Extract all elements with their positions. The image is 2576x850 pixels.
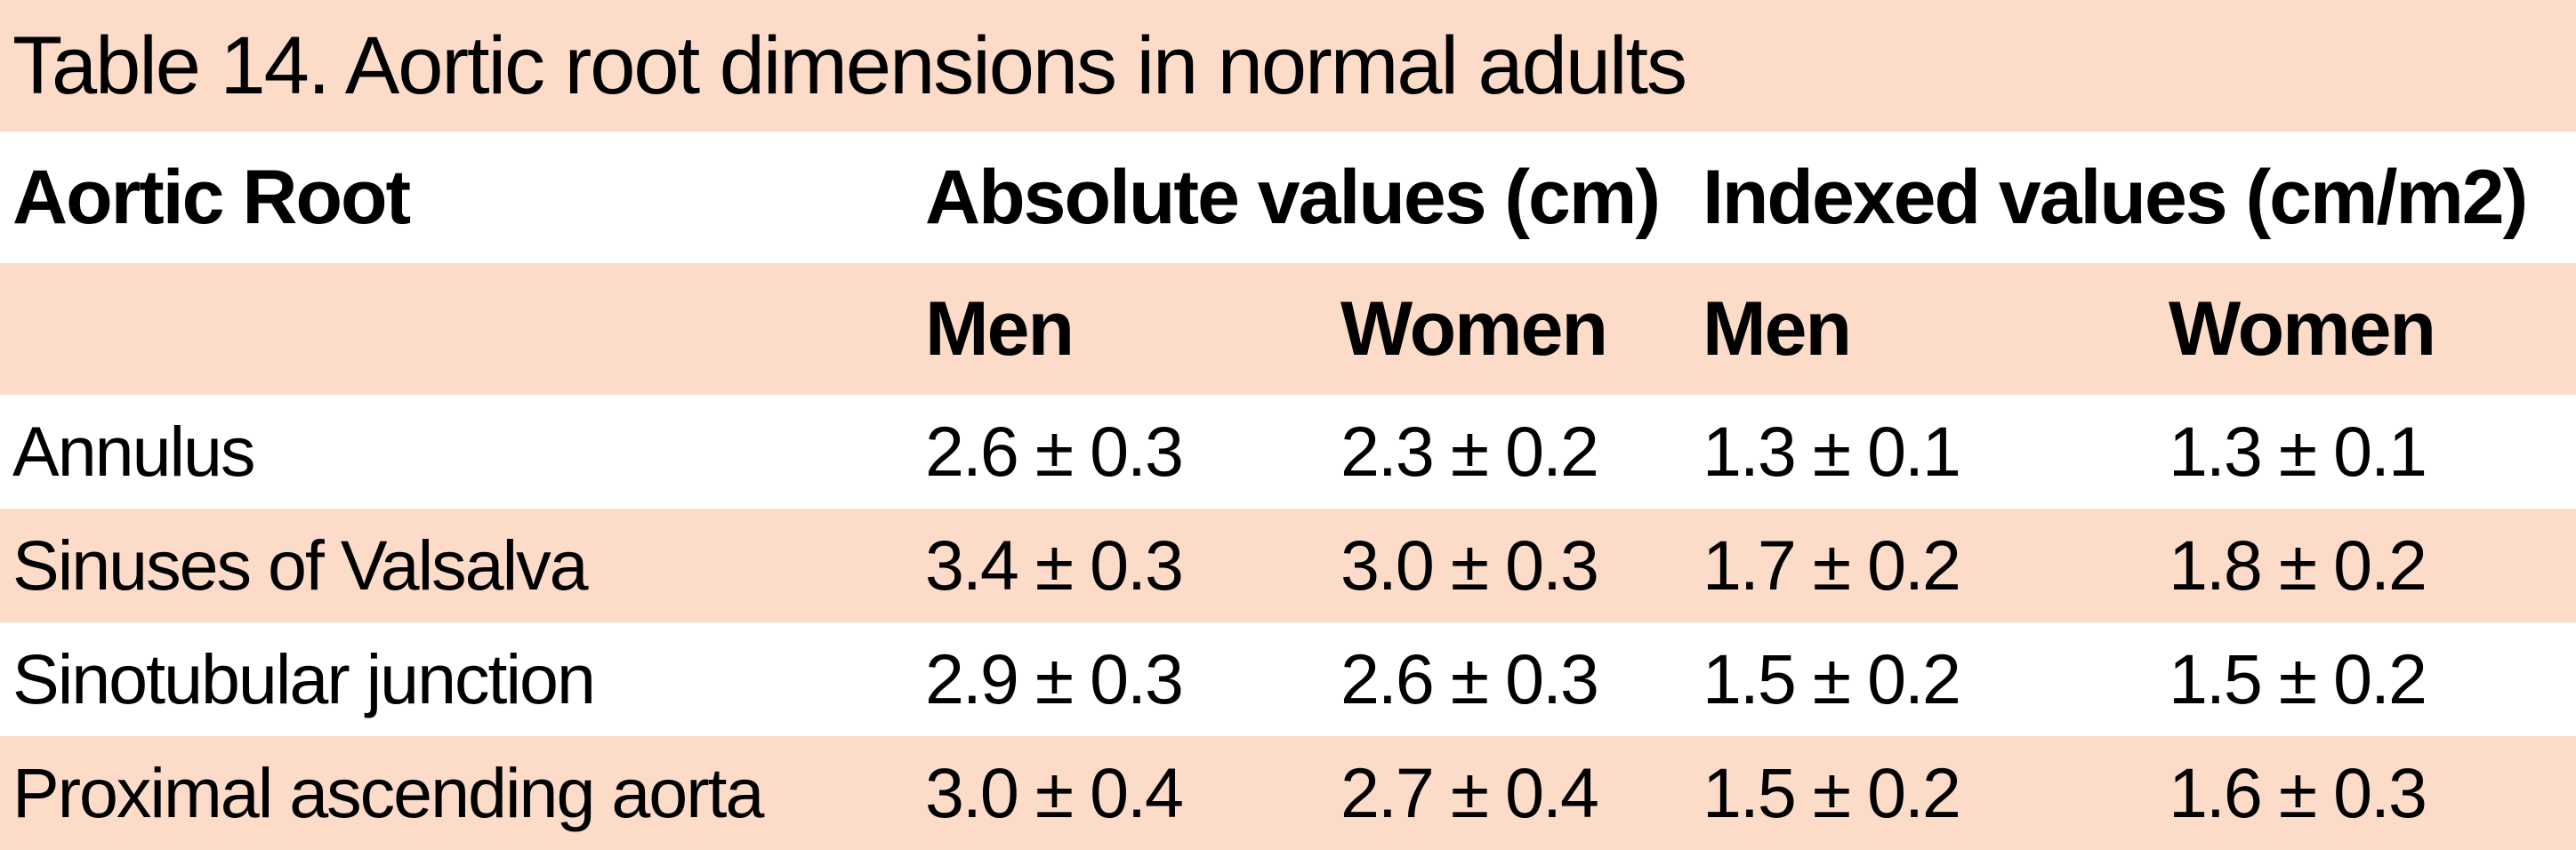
sub-header-spacer	[0, 263, 925, 395]
sub-header-indexed-men: Men	[1703, 285, 1852, 372]
value-cell-absolute-men: 3.0 ± 0.4	[925, 753, 1184, 832]
sub-header-absolute-women: Women	[1340, 285, 1608, 372]
value-cell-absolute-women: 2.7 ± 0.4	[1340, 753, 1599, 832]
value-cell-indexed-men: 1.7 ± 0.2	[1703, 525, 1961, 605]
sub-header-absolute-men: Men	[925, 285, 1075, 372]
column-group-header-row: Aortic Root Absolute values (cm) Indexed…	[0, 132, 2576, 263]
table-title-row: Table 14. Aortic root dimensions in norm…	[0, 0, 2576, 132]
table-row-sinotubular-junction: Sinotubular junction 2.9 ± 0.3 2.6 ± 0.3…	[0, 622, 2576, 736]
table-row-proximal-ascending-aorta: Proximal ascending aorta 3.0 ± 0.4 2.7 ±…	[0, 736, 2576, 850]
value-cell-indexed-men: 1.3 ± 0.1	[1703, 412, 1961, 491]
value-cell-absolute-women: 3.0 ± 0.3	[1340, 525, 1599, 605]
value-cell-absolute-men: 2.6 ± 0.3	[925, 412, 1184, 491]
value-cell-absolute-women: 2.6 ± 0.3	[1340, 639, 1599, 718]
value-cell-absolute-men: 2.9 ± 0.3	[925, 639, 1184, 718]
sub-header-row: Men Women Men Women	[0, 263, 2576, 395]
col-header-absolute-values: Absolute values (cm)	[925, 154, 1661, 240]
row-label: Sinuses of Valsalva	[12, 525, 589, 605]
table-row-sinuses-of-valsalva: Sinuses of Valsalva 3.4 ± 0.3 3.0 ± 0.3 …	[0, 509, 2576, 622]
col-header-aortic-root: Aortic Root	[12, 154, 411, 240]
value-cell-absolute-women: 2.3 ± 0.2	[1340, 412, 1599, 491]
table-row-annulus: Annulus 2.6 ± 0.3 2.3 ± 0.2 1.3 ± 0.1 1.…	[0, 395, 2576, 509]
value-cell-indexed-women: 1.3 ± 0.1	[2169, 412, 2427, 491]
value-cell-indexed-men: 1.5 ± 0.2	[1703, 639, 1961, 718]
value-cell-indexed-women: 1.8 ± 0.2	[2169, 525, 2427, 605]
value-cell-indexed-women: 1.5 ± 0.2	[2169, 639, 2427, 718]
row-label: Sinotubular junction	[12, 639, 596, 718]
value-cell-indexed-men: 1.5 ± 0.2	[1703, 753, 1961, 832]
row-label: Proximal ascending aorta	[12, 753, 764, 832]
sub-header-indexed-women: Women	[2169, 285, 2436, 372]
table-title: Table 14. Aortic root dimensions in norm…	[12, 20, 1687, 111]
col-header-indexed-values: Indexed values (cm/m2)	[1703, 154, 2528, 240]
row-label: Annulus	[12, 412, 256, 491]
value-cell-absolute-men: 3.4 ± 0.3	[925, 525, 1184, 605]
value-cell-indexed-women: 1.6 ± 0.3	[2169, 753, 2427, 832]
